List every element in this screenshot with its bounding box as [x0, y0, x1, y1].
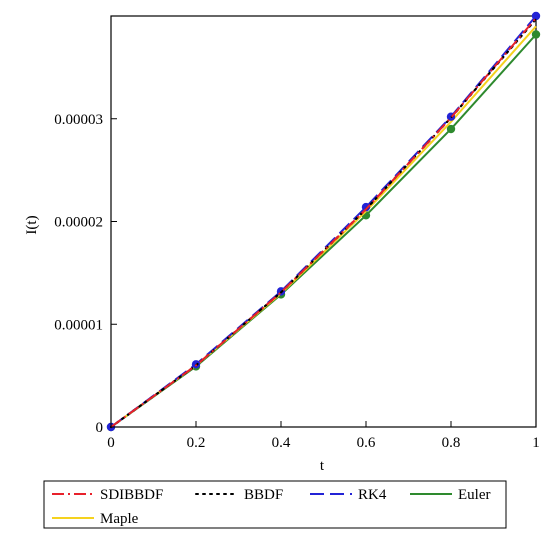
- series-line-bbdf: [109, 18, 538, 429]
- legend-item-sdibbdf: SDIBBDF: [52, 487, 163, 503]
- series-bbdf: [109, 18, 538, 429]
- legend-box: [43, 480, 507, 529]
- x-tick-label: 0.2: [187, 435, 206, 451]
- data-point-euler: [446, 124, 456, 134]
- data-point-euler: [531, 30, 541, 39]
- series-line-maple: [110, 25, 537, 428]
- legend-item-maple: Maple: [52, 511, 139, 527]
- data-point-rk4: [531, 11, 541, 21]
- y-tick-label: 0.00002: [54, 215, 103, 231]
- legend-item-bbdf: BBDF: [195, 487, 283, 503]
- legend-label: Maple: [100, 511, 139, 527]
- series-line-sdibbdf: [110, 17, 537, 428]
- legend-label: BBDF: [244, 487, 283, 503]
- ticks-layer: 0 0.2 0.4 0.6 0.8 1 0 0.00001 0.00002 0.00003: [54, 112, 540, 451]
- series-maple: [110, 25, 537, 428]
- series-sdibbdf: [110, 17, 537, 428]
- x-tick-label: 0.4: [272, 435, 291, 451]
- data-point-rk4: [361, 202, 371, 212]
- legend-item-euler: Euler: [410, 487, 490, 503]
- y-tick-label: 0.00001: [54, 317, 103, 333]
- y-tick-label: 0.00003: [54, 112, 103, 128]
- series-rk4: [106, 11, 541, 432]
- series-line-rk4: [110, 15, 537, 428]
- legend-label: Euler: [458, 487, 490, 503]
- legend-label: RK4: [358, 487, 387, 503]
- plot-frame: [110, 15, 537, 428]
- legend-item-rk4: RK4: [310, 487, 387, 503]
- series-layer: [106, 11, 541, 432]
- x-tick-label: 0.6: [357, 435, 376, 451]
- y-axis-label: I(t): [24, 215, 40, 234]
- x-axis-label: t: [320, 458, 325, 474]
- x-tick-label: 1: [532, 435, 540, 451]
- x-tick-label: 0.8: [442, 435, 461, 451]
- legend: SDIBBDF BBDF RK4 Euler Maple: [43, 480, 507, 529]
- plot-border: [110, 15, 537, 428]
- legend-label: SDIBBDF: [100, 487, 163, 503]
- x-tick-label: 0: [107, 435, 115, 451]
- y-tick-label: 0: [96, 420, 104, 436]
